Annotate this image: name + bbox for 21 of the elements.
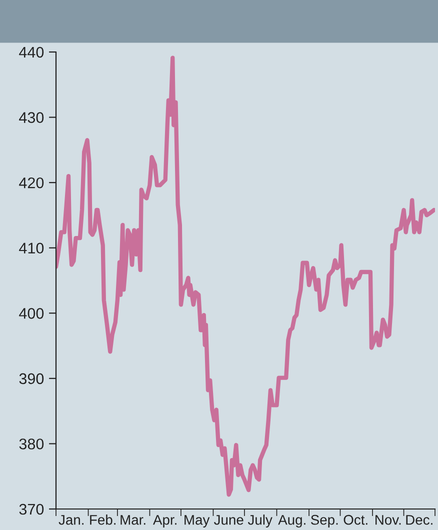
x-tick-label: May xyxy=(184,515,210,528)
x-tick-label: Nov. xyxy=(376,515,401,525)
x-tick-label: July xyxy=(248,514,272,528)
y-tick-label: 400 xyxy=(19,308,44,319)
x-tick-label: Feb. xyxy=(90,514,116,525)
x-tick-label: June xyxy=(214,515,244,525)
y-tick-label: 370 xyxy=(19,504,44,515)
x-tick-label: Mar. xyxy=(120,515,146,525)
y-tick-label: 430 xyxy=(19,112,44,123)
x-tick-label: Sep. xyxy=(310,514,338,528)
x-tick-label: Apr. xyxy=(153,515,176,528)
y-tick-label: 420 xyxy=(19,177,44,188)
x-tick-label: Oct. xyxy=(344,514,368,525)
y-tick-label: 440 xyxy=(19,46,44,58)
y-tick-label: 380 xyxy=(19,438,44,450)
x-tick-label: Jan. xyxy=(58,515,84,525)
x-tick-label: Dec. xyxy=(406,515,432,525)
y-tick-label: 390 xyxy=(19,373,44,384)
x-tick-label: Aug. xyxy=(278,515,306,528)
y-tick-label: 410 xyxy=(19,242,44,254)
line-series xyxy=(56,56,435,497)
